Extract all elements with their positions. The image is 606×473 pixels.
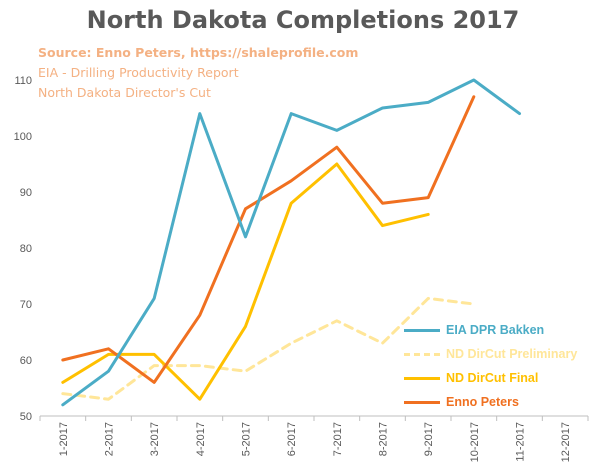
y-tick-label: 50 bbox=[20, 411, 32, 423]
x-tick-label: 6-2017 bbox=[286, 422, 298, 456]
x-tick-label: 8-2017 bbox=[378, 422, 390, 456]
y-tick-label: 70 bbox=[20, 299, 32, 311]
series-line-nd-dircut-final bbox=[61, 162, 430, 401]
y-tick-label: 100 bbox=[14, 131, 32, 143]
x-tick-label: 3-2017 bbox=[149, 422, 161, 456]
x-tick-label: 12-2017 bbox=[560, 422, 572, 462]
legend-item-dircut-preliminary: ND DirCut Preliminary bbox=[404, 342, 577, 366]
y-tick-label: 90 bbox=[20, 187, 32, 199]
legend-swatch-dircut-preliminary bbox=[404, 352, 440, 356]
legend-label-dircut-preliminary: ND DirCut Preliminary bbox=[446, 347, 578, 361]
source-line-3: North Dakota Director's Cut bbox=[38, 85, 211, 100]
chart-title: North Dakota Completions 2017 bbox=[86, 6, 520, 34]
x-tick-label: 9-2017 bbox=[423, 422, 435, 456]
legend-item-dircut-final: ND DirCut Final bbox=[404, 366, 577, 390]
x-tick-label: 1-2017 bbox=[58, 422, 70, 456]
series-line-nd-dircut-preliminary bbox=[61, 296, 476, 401]
series-line-enno-peters bbox=[61, 95, 476, 384]
legend-swatch-dircut-final bbox=[404, 376, 440, 380]
y-tick-label: 110 bbox=[14, 75, 32, 87]
legend-label-eia: EIA DPR Bakken bbox=[446, 323, 545, 337]
series-line-eia-dpr-bakken bbox=[61, 78, 521, 407]
y-tick-label: 80 bbox=[20, 243, 32, 255]
x-tick-label: 2-2017 bbox=[104, 422, 116, 456]
source-line-1: Source: Enno Peters, https://shaleprofil… bbox=[38, 45, 359, 60]
legend-swatch-enno-peters bbox=[404, 400, 440, 404]
legend-item-eia: EIA DPR Bakken bbox=[404, 318, 577, 342]
legend-item-enno-peters: Enno Peters bbox=[404, 390, 577, 414]
x-tick-label: 11-2017 bbox=[515, 422, 527, 462]
x-tick-label: 4-2017 bbox=[195, 422, 207, 456]
x-tick-label: 10-2017 bbox=[469, 422, 481, 462]
y-tick-label: 60 bbox=[20, 355, 32, 367]
x-tick-label: 5-2017 bbox=[241, 422, 253, 456]
legend-swatch-eia bbox=[404, 328, 440, 332]
source-line-2: EIA - Drilling Productivity Report bbox=[38, 65, 239, 80]
legend-label-enno-peters: Enno Peters bbox=[446, 395, 519, 409]
legend-label-dircut-final: ND DirCut Final bbox=[446, 371, 539, 385]
x-tick-label: 7-2017 bbox=[332, 422, 344, 456]
legend: EIA DPR Bakken ND DirCut Preliminary ND … bbox=[404, 318, 577, 414]
